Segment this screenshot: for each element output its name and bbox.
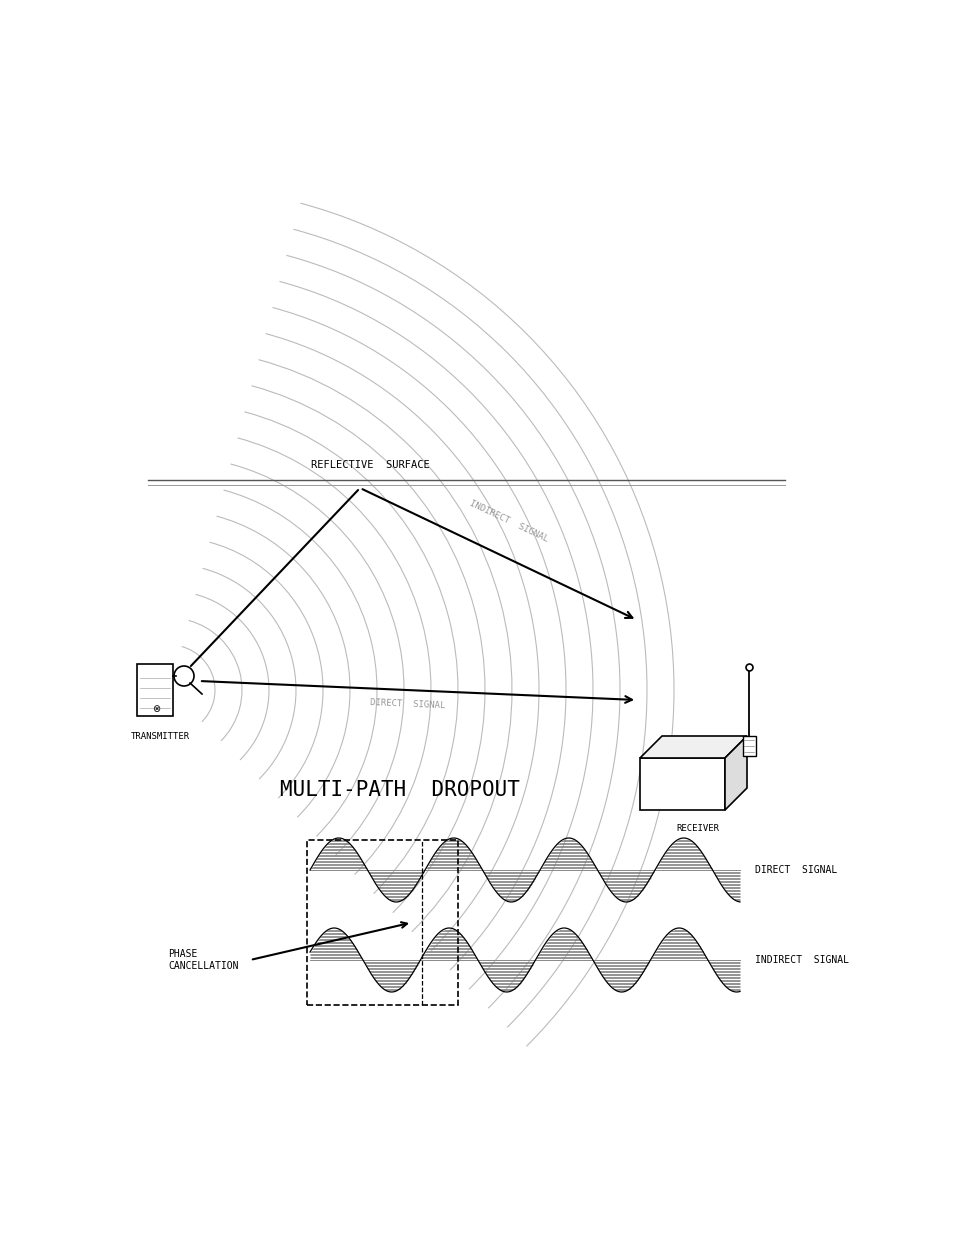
- Text: DIRECT  SIGNAL: DIRECT SIGNAL: [754, 864, 837, 876]
- Polygon shape: [724, 736, 746, 810]
- Bar: [639, 758, 724, 810]
- Bar: [742, 736, 755, 756]
- Text: PHASE
CANCELLATION: PHASE CANCELLATION: [168, 950, 238, 971]
- Text: RECEIVER: RECEIVER: [676, 824, 719, 832]
- Bar: [307, 840, 457, 1005]
- Text: INDIRECT  SIGNAL: INDIRECT SIGNAL: [754, 955, 848, 965]
- Text: INDIRECT  SIGNAL: INDIRECT SIGNAL: [467, 499, 549, 543]
- Text: TRANSMITTER: TRANSMITTER: [131, 732, 190, 741]
- Polygon shape: [639, 736, 746, 758]
- Text: DIRECT  SIGNAL: DIRECT SIGNAL: [370, 699, 445, 711]
- Bar: [137, 664, 172, 716]
- Text: REFLECTIVE  SURFACE: REFLECTIVE SURFACE: [311, 459, 429, 471]
- Text: MULTI-PATH  DROPOUT: MULTI-PATH DROPOUT: [280, 781, 519, 800]
- Text: ⊗: ⊗: [152, 704, 160, 714]
